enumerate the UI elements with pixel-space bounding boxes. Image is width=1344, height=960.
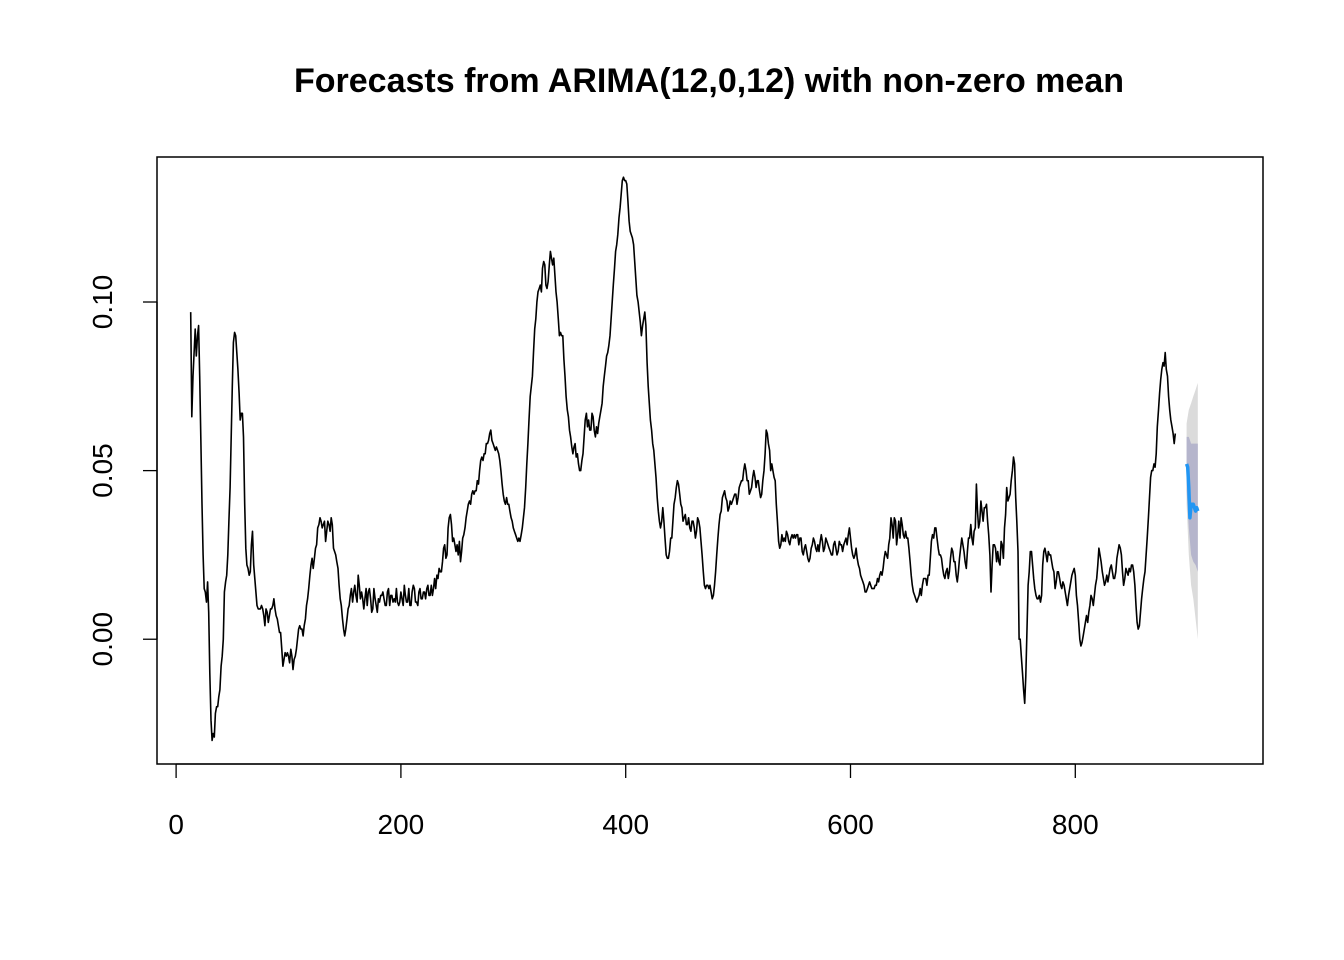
x-tick-label: 600 [827, 809, 874, 840]
x-axis: 0 200 400 600 800 [168, 763, 1099, 840]
x-tick-label: 400 [602, 809, 649, 840]
y-tick-label: 0.00 [87, 612, 118, 667]
forecast-line [1184, 463, 1200, 520]
x-tick-label: 200 [378, 809, 425, 840]
chart-title: Forecasts from ARIMA(12,0,12) with non-z… [294, 62, 1124, 100]
plot-frame [156, 156, 1264, 765]
y-tick-label: 0.05 [87, 443, 118, 498]
y-tick-label: 0.10 [87, 275, 118, 330]
forecast-series [1184, 463, 1200, 520]
x-tick-label: 0 [168, 809, 184, 840]
history-series [189, 176, 1177, 742]
x-tick-label: 800 [1052, 809, 1099, 840]
history-line [189, 176, 1177, 742]
y-axis: 0.00 0.05 0.10 [87, 275, 158, 667]
